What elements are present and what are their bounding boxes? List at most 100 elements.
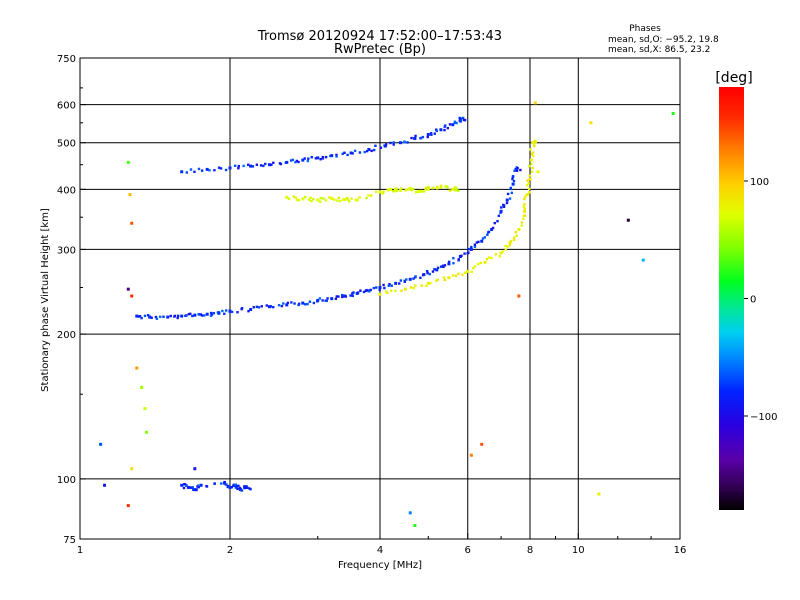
data-point-o-mode-multiple-echo [439,128,443,132]
data-point-trace-fill [436,185,439,189]
y-tick-label: 75 [63,535,76,546]
data-point-trace-fill [473,265,477,268]
data-point-trace-fill [530,170,534,173]
data-point-trace-fill [429,132,433,135]
data-point-trace-fill [509,239,513,243]
data-point-trace-fill [458,116,461,120]
data-point-o-mode-f-trace [193,313,197,317]
data-point-trace-fill [143,314,147,318]
data-point-trace-fill [295,159,299,163]
data-point-trace-fill [270,163,273,167]
data-point-oblique-echo-380-400-km [316,198,320,202]
data-point-trace-fill [308,300,312,303]
data-point-trace-fill [385,290,388,293]
data-point-scattered-points [145,430,149,434]
data-point-trace-fill [427,185,430,189]
data-point-x-mode-f-trace [523,209,527,213]
data-point-trace-fill [431,270,435,273]
data-point-trace-fill [197,313,201,316]
data-point-trace-fill [339,199,342,203]
data-point-trace-fill [515,169,519,172]
data-point-trace-fill [525,184,529,187]
data-point-trace-fill [467,251,470,254]
data-point-trace-fill [419,136,423,140]
data-point-trace-fill [237,484,240,487]
data-point-trace-fill [412,286,415,290]
data-point-trace-fill [334,297,338,301]
data-point-trace-fill [520,221,524,224]
data-point-trace-fill [318,297,322,300]
data-point-trace-fill [530,152,534,156]
data-point-oblique-echo-380-400-km [417,189,421,193]
data-point-trace-fill [262,164,265,168]
data-point-trace-fill [522,217,525,220]
data-point-o-mode-f-trace [135,314,139,318]
data-point-trace-fill [528,191,531,194]
data-point-trace-fill [512,236,516,239]
data-point-trace-fill [378,288,381,292]
data-point-o-mode-multiple-echo [205,167,209,171]
data-point-trace-fill [255,305,259,309]
data-point-o-mode-multiple-echo [330,154,334,158]
data-point-trace-fill [425,284,428,288]
data-point-x-mode-f-trace [525,193,529,197]
data-point-trace-fill [501,250,504,253]
data-point-trace-fill [245,485,248,488]
data-point-trace-fill [426,271,429,275]
data-point-trace-fill [514,169,517,172]
data-point-trace-fill [512,238,516,242]
data-point-trace-fill [420,284,423,287]
data-point-trace-fill [453,186,457,189]
data-point-trace-fill [173,314,177,318]
x-tick-label: 10 [572,545,585,556]
data-point-x-mode-f-trace [528,177,532,181]
data-point-trace-fill [340,293,344,297]
x-tick-label: 8 [527,545,533,556]
data-point-trace-fill [460,254,463,257]
data-point-trace-fill [373,148,376,152]
data-point-trace-fill [455,121,458,125]
data-point-trace-fill [368,290,371,293]
data-point-scattered-points [103,483,107,487]
data-point-o-mode-f-trace [435,268,439,272]
data-point-trace-fill [508,197,512,200]
data-point-trace-fill [414,275,417,278]
data-point-trace-fill [234,486,237,489]
data-point-trace-fill [446,186,449,189]
data-point-trace-fill [479,261,483,265]
data-point-trace-fill [487,230,491,234]
data-point-trace-fill [297,199,300,202]
data-point-trace-fill [399,279,403,282]
colorbar [719,87,744,510]
stats-o-mode: mean, sd,O: −95.2, 19.8 [608,35,719,45]
data-point-trace-fill [247,163,250,167]
data-point-o-mode-f-trace [394,281,398,285]
data-point-trace-fill [217,311,220,314]
data-point-trace-fill [520,224,523,227]
data-point-trace-fill [403,140,406,143]
data-point-o-mode-multiple-echo [267,163,271,167]
colorbar-label: [deg] [715,70,752,86]
colorbar-tick-label: 100 [750,177,769,188]
data-point-x-mode-f-trace [403,287,407,291]
data-point-trace-fill [381,192,385,195]
data-point-scattered-points [99,442,103,446]
data-point-trace-fill [498,255,501,258]
data-point-trace-fill [282,302,285,305]
data-point-o-mode-f-trace [480,239,484,243]
data-point-trace-fill [272,161,275,164]
data-point-e-region-echo [193,488,197,492]
data-point-trace-fill [295,198,299,201]
data-point-trace-fill [472,266,475,270]
data-point-trace-fill [236,487,239,491]
data-point-trace-fill [319,158,322,161]
data-point-trace-fill [310,199,313,203]
data-point-trace-fill [453,120,457,124]
data-point-trace-fill [321,155,325,159]
data-point-trace-fill [405,278,408,281]
data-point-trace-fill [291,158,295,162]
data-point-trace-fill [341,152,344,156]
data-point-x-mode-f-trace [378,292,382,296]
x-tick-label: 2 [227,545,233,556]
